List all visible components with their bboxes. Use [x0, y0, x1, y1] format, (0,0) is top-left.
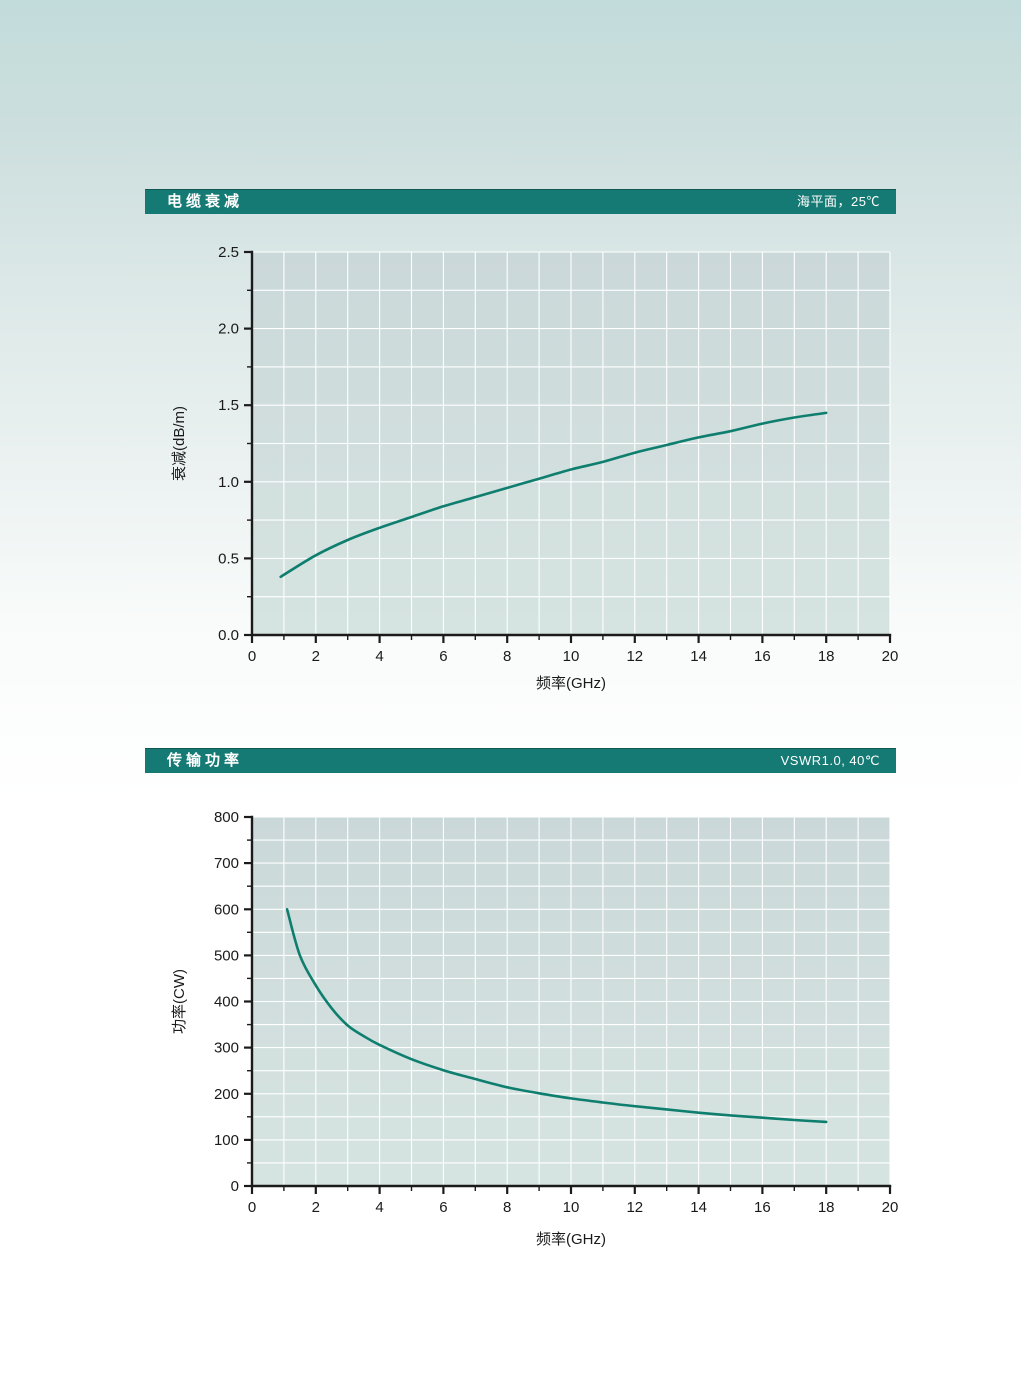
y-tick-label: 400: [214, 994, 239, 1011]
x-tick-label: 4: [375, 1199, 383, 1216]
axis-ticks: [244, 815, 892, 1194]
power-curve: [285, 908, 828, 1124]
y-tick-label: 2.0: [218, 321, 239, 338]
section-condition-attenuation: 海平面，25℃: [797, 194, 880, 209]
section-condition-power: VSWR1.0, 40℃: [780, 753, 880, 768]
gridlines: [252, 816, 891, 1186]
power-chart: 0 2 4 6 8 10 12 14 16 18 2001002003004005006007008…: [171, 809, 898, 1248]
y-tick-label: 500: [214, 947, 239, 964]
x-tick-label: 20: [882, 1199, 899, 1216]
x-tick-label: 18: [818, 648, 835, 665]
tick-labels: 0 2 4 6 8 10 12 14 16 18 2001002003004005006007008…: [214, 809, 898, 1216]
x-tick-label: 2: [312, 648, 320, 665]
x-tick-label: 12: [626, 648, 643, 665]
x-tick-label: 10: [563, 1199, 580, 1216]
y-tick-label: 800: [214, 809, 239, 826]
y-tick-label: 0: [231, 1178, 239, 1195]
x-tick-label: 10: [563, 648, 580, 665]
y-tick-label: 2.5: [218, 244, 239, 261]
axis-ticks: [244, 250, 892, 643]
x-tick-label: 6: [439, 648, 447, 665]
x-tick-label: 2: [312, 1199, 320, 1216]
y-tick-label: 0.0: [218, 627, 239, 644]
x-tick-label: 12: [626, 1199, 643, 1216]
y-tick-label: 200: [214, 1086, 239, 1103]
x-tick-label: 0: [248, 1199, 256, 1216]
y-tick-label: 1.5: [218, 397, 239, 414]
y-axis-title: 功率(CW): [171, 969, 188, 1034]
attenuation-chart: 0 2 4 6 8 10 12 14 16 18 20 0.0 0.5 1.0 1.5 2.0 2.5 频率(GH…: [171, 244, 898, 692]
x-tick-label: 8: [503, 1199, 511, 1216]
y-tick-label: 600: [214, 901, 239, 918]
x-tick-label: 0: [248, 648, 256, 665]
x-axis-title: 频率(GHz): [536, 1231, 606, 1248]
x-tick-label: 16: [754, 648, 771, 665]
y-tick-label: 0.5: [218, 550, 239, 567]
x-tick-label: 18: [818, 1199, 835, 1216]
x-tick-label: 4: [375, 648, 383, 665]
section-title-attenuation: 电缆衰减: [167, 193, 244, 210]
y-tick-label: 300: [214, 1040, 239, 1057]
x-tick-label: 14: [690, 648, 707, 665]
x-tick-label: 6: [439, 1199, 447, 1216]
y-tick-label: 100: [214, 1132, 239, 1149]
section-header-attenuation: 电缆衰减 海平面，25℃: [145, 189, 896, 214]
section-title-power: 传输功率: [167, 752, 244, 769]
y-tick-label: 700: [214, 855, 239, 872]
y-tick-label: 1.0: [218, 474, 239, 491]
attenuation-curve: [279, 411, 828, 579]
x-tick-label: 14: [690, 1199, 707, 1216]
x-axis-title: 频率(GHz): [536, 675, 606, 692]
x-tick-label: 16: [754, 1199, 771, 1216]
section-header-power: 传输功率 VSWR1.0, 40℃: [145, 748, 896, 773]
gridlines: [252, 251, 891, 635]
x-tick-label: 8: [503, 648, 511, 665]
tick-labels: 0 2 4 6 8 10 12 14 16 18 20 0.0 0.5 1.0 1.5 2.0 2.5: [218, 244, 898, 665]
y-axis-title: 衰减(dB/m): [171, 406, 188, 481]
x-tick-label: 20: [882, 648, 899, 665]
